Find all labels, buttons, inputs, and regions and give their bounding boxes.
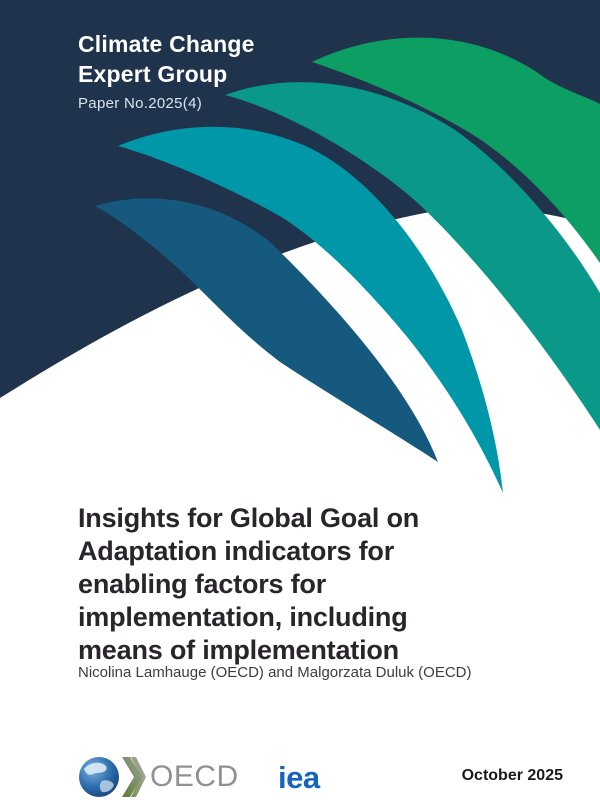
title-line: enabling factors for xyxy=(78,569,327,599)
swoosh-green xyxy=(312,37,600,263)
oecd-chevron-icon xyxy=(131,757,146,797)
title-line: Adaptation indicators for xyxy=(78,536,395,566)
oecd-logo: OECD xyxy=(78,755,239,799)
title-line: means of implementation xyxy=(78,635,399,665)
cover-header: Climate Change Expert Group Paper No.202… xyxy=(78,29,255,112)
globe-landmass xyxy=(99,780,114,793)
title-line: Insights for Global Goal on xyxy=(78,503,420,533)
report-title: Insights for Global Goal on Adaptation i… xyxy=(78,502,548,667)
swoosh-teal-green xyxy=(225,82,600,431)
org-name-line1: Climate Change xyxy=(78,31,255,57)
swoosh-cyan xyxy=(118,126,503,494)
title-line: implementation, including xyxy=(78,602,408,632)
oecd-globe-icon xyxy=(79,757,146,797)
oecd-chevron-icon xyxy=(122,757,142,797)
org-name-line2: Expert Group xyxy=(78,61,228,87)
org-name: Climate Change Expert Group xyxy=(78,29,255,89)
swoosh-dark-blue xyxy=(95,198,438,462)
iea-logo: iea xyxy=(278,760,320,795)
oecd-wordmark: OECD xyxy=(150,760,239,793)
globe-landmass xyxy=(84,762,107,775)
publication-date: October 2025 xyxy=(461,767,563,784)
paper-number: Paper No.2025(4) xyxy=(78,95,203,112)
cover-footer: OECD iea October 2025 xyxy=(0,750,600,800)
authors-line: Nicolina Lamhauge (OECD) and Malgorzata … xyxy=(78,664,472,681)
